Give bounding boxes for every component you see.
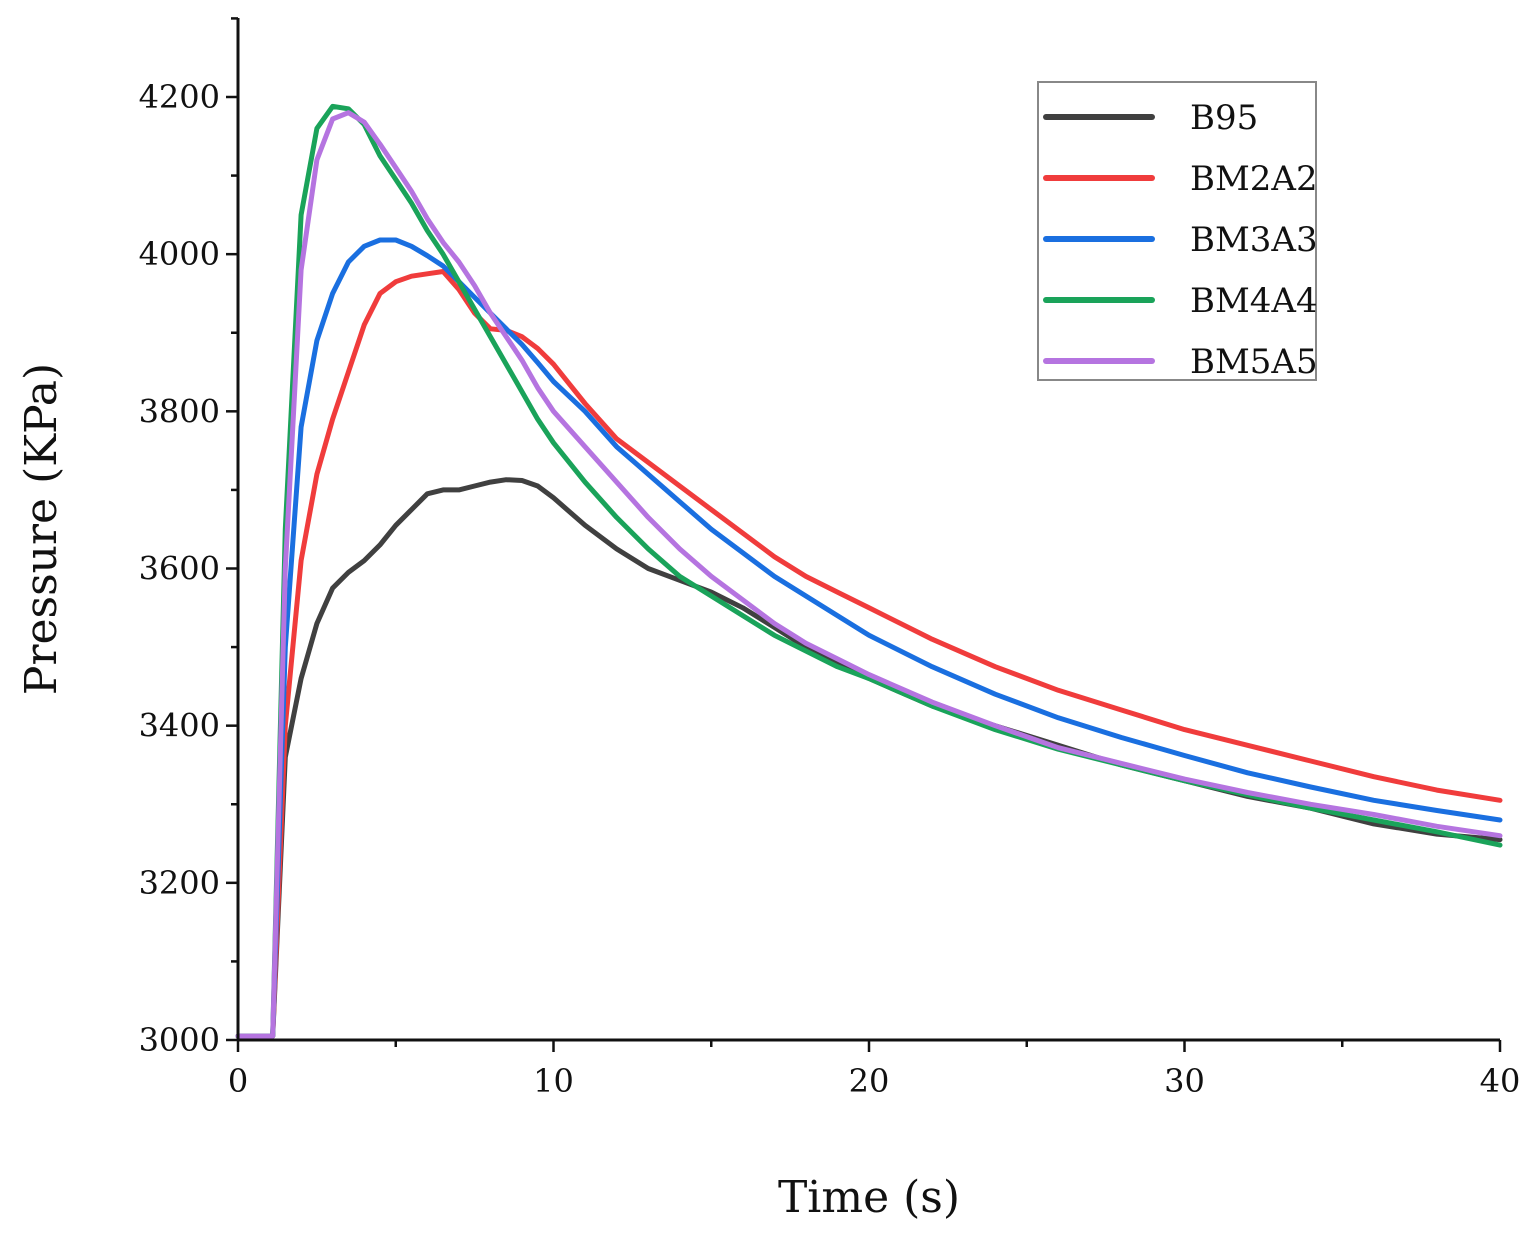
series-line-bm5a5: [235, 110, 1503, 1039]
x-tick-label: 10: [533, 1062, 574, 1100]
x-tick-label: 30: [1164, 1062, 1205, 1100]
y-tick-label: 4000: [139, 235, 220, 273]
series-line-bm3a3: [235, 237, 1503, 1039]
y-axis-title: Pressure (KPa): [16, 363, 67, 695]
ticks: [226, 17, 1502, 1052]
series-line-bm2a2: [235, 269, 1503, 1039]
legend-label-b95: B95: [1190, 98, 1258, 138]
y-tick-label: 3400: [139, 707, 220, 745]
y-tick-label: 3600: [139, 550, 220, 588]
y-tick-label: 3800: [139, 392, 220, 430]
legend-label-bm3a3: BM3A3: [1190, 220, 1318, 260]
x-tick-label: 0: [228, 1062, 248, 1100]
legend: B95 BM2A2 BM3A3 BM4A4 BM5A5: [1037, 81, 1318, 382]
y-tick-label: 3000: [139, 1021, 220, 1059]
x-tick-label: 40: [1480, 1062, 1521, 1100]
legend-label-bm5a5: BM5A5: [1190, 342, 1318, 382]
plot-lines: [235, 103, 1503, 1039]
legend-box: [1037, 81, 1317, 381]
legend-label-bm2a2: BM2A2: [1190, 159, 1318, 199]
legend-label-bm4a4: BM4A4: [1190, 281, 1318, 321]
y-tick-label: 3200: [139, 864, 220, 902]
tick-labels: 0 10 20 30 40 3000 3200 3400 3600 3800 4000 4200: [139, 78, 1521, 1100]
y-tick-label: 4200: [139, 78, 220, 116]
x-axis-title: Time (s): [778, 1172, 960, 1223]
x-tick-label: 20: [849, 1062, 890, 1100]
